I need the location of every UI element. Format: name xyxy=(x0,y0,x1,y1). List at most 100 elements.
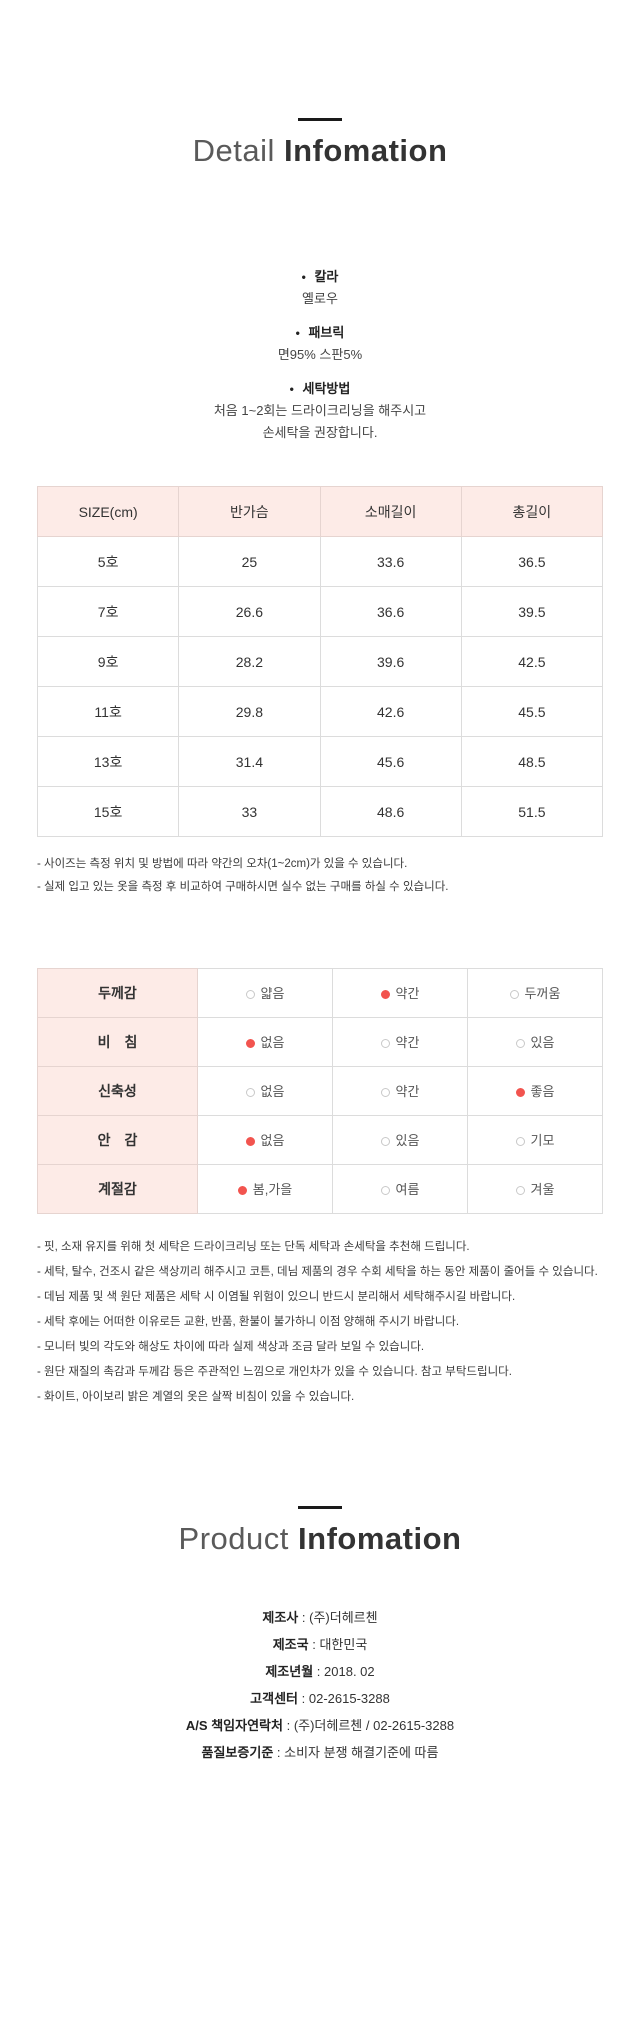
size-table-cell: 29.8 xyxy=(178,686,321,737)
size-table-cell: 36.6 xyxy=(319,586,462,637)
attribute-option: 약간 xyxy=(380,1084,419,1099)
size-table-row: 11호 29.8 42.6 45.5 xyxy=(36,686,604,737)
radio-unselected-icon xyxy=(509,990,519,999)
size-table-header-cell: 총길이 xyxy=(460,486,604,537)
product-info-label: A/S 책임자연락처 xyxy=(185,1718,283,1733)
size-table-row: 9호 28.2 39.6 42.5 xyxy=(36,636,604,687)
product-info-row: 제조사 : (주)더헤르첸 xyxy=(262,1610,378,1625)
attribute-row: 안 감 없음 있음 기모 xyxy=(37,1115,603,1165)
radio-unselected-icon xyxy=(245,1088,255,1097)
size-table-cell: 42.6 xyxy=(319,686,462,737)
care-note-line: - 데님 제품 및 색 원단 제품은 세탁 시 이염될 위험이 있으니 반드시 … xyxy=(37,1291,516,1303)
size-note-line: - 사이즈는 측정 위치 및 방법에 따라 약간의 오차(1~2cm)가 있을 … xyxy=(37,858,408,870)
attribute-row: 두께감 얇음 약간 두꺼움 xyxy=(37,968,603,1018)
bullet-icon: • xyxy=(301,270,306,284)
spec-value: 손세탁을 권장합니다. xyxy=(262,425,378,440)
attribute-option: 있음 xyxy=(380,1133,419,1148)
attribute-option-cell: 겨울 xyxy=(467,1164,603,1214)
size-table-cell: 13호 xyxy=(36,736,180,787)
size-table-row: 7호 26.6 36.6 39.5 xyxy=(36,586,604,637)
size-table-cell: 25 xyxy=(178,536,321,587)
attribute-row-label: 두께감 xyxy=(37,968,198,1018)
product-section-title: Product Infomation xyxy=(0,1520,640,1558)
radio-selected-icon xyxy=(237,1186,247,1195)
size-table-cell: 15호 xyxy=(36,786,180,837)
care-note-line: - 화이트, 아이보리 밝은 계열의 옷은 살짝 비침이 있을 수 있습니다. xyxy=(37,1391,355,1403)
product-title-light: Product xyxy=(178,1521,289,1556)
product-info-label: 제조국 xyxy=(272,1637,309,1652)
size-note-line: - 실제 입고 있는 옷을 측정 후 비교하여 구매하시면 실수 없는 구매를 … xyxy=(37,881,449,893)
radio-unselected-icon xyxy=(380,1039,390,1048)
product-info-value: (주)더헤르첸 xyxy=(309,1610,378,1625)
care-notes: - 핏, 소재 유지를 위해 첫 세탁은 드라이크리닝 또는 단독 세탁과 손세… xyxy=(37,1235,603,1410)
product-info-value: 02-2615-3288 xyxy=(308,1691,390,1706)
attribute-option: 겨울 xyxy=(515,1182,554,1197)
size-table-header-cell: 소매길이 xyxy=(319,486,462,537)
attribute-row: 신축성 없음 약간 좋음 xyxy=(37,1066,603,1116)
product-info-label: 제조사 xyxy=(262,1610,299,1625)
size-table-row: 5호 25 33.6 36.5 xyxy=(36,536,604,587)
attribute-row-label: 신축성 xyxy=(37,1066,198,1116)
spec-list: • 칼라 옐로우 • 패브릭 면95% 스판5% • 세탁방법 처음 1~2회는 드라이크… xyxy=(0,266,640,444)
attribute-option-cell: 없음 xyxy=(197,1066,333,1116)
attribute-table: 두께감 얇음 약간 두꺼움 비 침 없음 약간 있음 신축성 없음 약간 좋음 안 감 없음 있음 기모 계절감… xyxy=(37,968,603,1214)
attribute-option: 없음 xyxy=(245,1084,284,1099)
size-table-cell: 42.5 xyxy=(460,636,604,687)
product-info-row: 제조년월 : 2018. 02 xyxy=(265,1664,375,1679)
size-table-cell: 45.5 xyxy=(460,686,604,737)
size-table-cell: 39.6 xyxy=(319,636,462,687)
attribute-option: 봄,가을 xyxy=(237,1182,292,1197)
size-table-row: 13호 31.4 45.6 48.5 xyxy=(36,736,604,787)
radio-unselected-icon xyxy=(245,990,255,999)
attribute-option-cell: 없음 xyxy=(197,1017,333,1067)
radio-selected-icon xyxy=(380,990,390,999)
care-note-line: - 원단 재질의 촉감과 두께감 등은 주관적인 느낌으로 개인차가 있을 수 … xyxy=(37,1366,512,1378)
product-detail-page: Detail Infomation • 칼라 옐로우 • 패브릭 면95% 스판5% •… xyxy=(0,118,640,2018)
care-note-line: - 세탁, 탈수, 건조시 같은 색상끼리 해주시고 코튼, 데님 제품의 경우… xyxy=(37,1266,598,1278)
size-table: SIZE(cm) 반가슴 소매길이 총길이 5호 25 33.6 36.5 7호 26.6 36.… xyxy=(36,486,604,837)
size-table-cell: 39.5 xyxy=(460,586,604,637)
bullet-icon: • xyxy=(289,382,294,396)
spec-value: 처음 1~2회는 드라이크리닝을 해주시고 xyxy=(213,403,427,418)
attribute-option: 없음 xyxy=(245,1035,284,1050)
spec-value: 면95% 스판5% xyxy=(277,347,363,362)
attribute-option: 없음 xyxy=(245,1133,284,1148)
size-table-cell: 48.5 xyxy=(460,736,604,787)
attribute-row-label: 안 감 xyxy=(37,1115,198,1165)
size-table-cell: 26.6 xyxy=(178,586,321,637)
attribute-option-cell: 있음 xyxy=(332,1115,468,1165)
size-table-header-row: SIZE(cm) 반가슴 소매길이 총길이 xyxy=(36,486,604,537)
size-table-cell: 33.6 xyxy=(319,536,462,587)
attribute-option: 있음 xyxy=(515,1035,554,1050)
spec-label: • 세탁방법 xyxy=(289,381,351,396)
detail-title-bold: Infomation xyxy=(283,133,448,168)
attribute-option-cell: 약간 xyxy=(332,1066,468,1116)
care-note-line: - 세탁 후에는 어떠한 이유로든 교환, 반품, 환불이 불가하니 이점 양해… xyxy=(37,1316,460,1328)
attribute-option-cell: 있음 xyxy=(467,1017,603,1067)
attribute-option-cell: 좋음 xyxy=(467,1066,603,1116)
product-title-bold: Infomation xyxy=(298,1521,462,1556)
size-table-cell: 48.6 xyxy=(319,786,462,837)
product-info-list: 제조사 : (주)더헤르첸 제조국 : 대한민국 제조년월 : 2018. 02 고객… xyxy=(0,1604,640,1766)
spec-value: 옐로우 xyxy=(302,291,338,306)
attribute-option: 약간 xyxy=(380,986,419,1001)
attribute-row: 계절감 봄,가을 여름 겨울 xyxy=(37,1164,603,1214)
product-section-divider xyxy=(298,1506,342,1509)
attribute-option-cell: 기모 xyxy=(467,1115,603,1165)
attribute-option-cell: 봄,가을 xyxy=(197,1164,333,1214)
product-info-value: 소비자 분쟁 해결기준에 따름 xyxy=(284,1745,439,1760)
product-info-row: A/S 책임자연락처 : (주)더헤르첸 / 02-2615-3288 xyxy=(185,1718,455,1733)
radio-unselected-icon xyxy=(380,1186,390,1195)
product-info-row: 고객센터 : 02-2615-3288 xyxy=(250,1691,390,1706)
radio-unselected-icon xyxy=(380,1088,390,1097)
product-info-label: 고객센터 xyxy=(250,1691,299,1706)
size-table-cell: 9호 xyxy=(36,636,180,687)
attribute-option: 여름 xyxy=(380,1182,419,1197)
radio-unselected-icon xyxy=(515,1039,525,1048)
size-table-header-cell: 반가슴 xyxy=(178,486,321,537)
care-note-line: - 핏, 소재 유지를 위해 첫 세탁은 드라이크리닝 또는 단독 세탁과 손세… xyxy=(37,1241,470,1253)
attribute-option-cell: 약간 xyxy=(332,1017,468,1067)
spec-item: • 패브릭 면95% 스판5% xyxy=(0,322,640,366)
attribute-row-label: 계절감 xyxy=(37,1164,198,1214)
attribute-option-cell: 없음 xyxy=(197,1115,333,1165)
